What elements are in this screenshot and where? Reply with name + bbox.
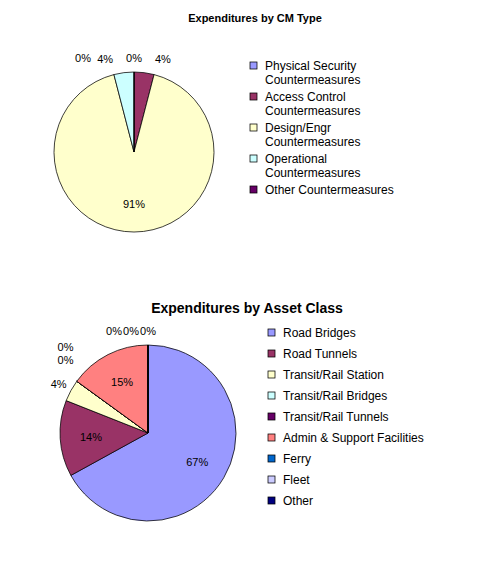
legend-line: Access Control: [265, 90, 346, 104]
legend: Physical SecurityCountermeasuresAccess C…: [250, 59, 394, 197]
legend-line: Other: [283, 494, 313, 508]
chart-title: Expenditures by CM Type: [188, 12, 322, 24]
legend-swatch: [250, 124, 257, 131]
pie-slice: [77, 345, 148, 433]
pie-slice: [148, 345, 149, 433]
data-label: 91%: [123, 198, 145, 210]
data-label: 0%: [123, 325, 139, 337]
data-label: 0%: [58, 341, 74, 353]
legend-label: Transit/Rail Station: [283, 368, 384, 382]
legend-label: Road Bridges: [283, 326, 356, 340]
pie-chart: Expenditures by CM Type 0% 4% 91% 4% 0% Physic…: [54, 12, 394, 232]
legend-swatch: [268, 329, 275, 336]
legend-label: Road Tunnels: [283, 347, 357, 361]
legend: Road Bridges Road Tunnels Transit/Rail Sta…: [268, 326, 424, 508]
legend-swatch: [268, 455, 275, 462]
legend-swatch: [268, 413, 275, 420]
pie-chart: Expenditures by Asset Class67%14%4%0%0%1…: [51, 300, 424, 521]
legend-line: Ferry: [283, 452, 311, 466]
slices: [60, 345, 236, 521]
pie-slice: [148, 345, 149, 433]
legend-swatch: [268, 350, 275, 357]
pie-slice: [71, 345, 236, 521]
legend-line: Countermeasures: [265, 73, 360, 87]
data-label: 4%: [97, 53, 113, 65]
data-label: 0%: [106, 325, 122, 337]
legend-swatch: [268, 371, 275, 378]
data-label: 0%: [140, 325, 156, 337]
legend-line: Physical Security: [265, 59, 356, 73]
data-label: 67%: [186, 456, 208, 468]
legend-label: Admin & Support Facilities: [283, 431, 424, 445]
data-label: 14%: [80, 431, 102, 443]
legend-label: OperationalCountermeasures: [265, 152, 360, 180]
legend-swatch: [250, 155, 257, 162]
chart-title: Expenditures by Asset Class: [151, 300, 343, 316]
pie-slice: [134, 72, 135, 152]
legend-label: Fleet: [283, 473, 310, 487]
legend-swatch: [268, 392, 275, 399]
legend-line: Fleet: [283, 473, 310, 487]
legend-line: Transit/Rail Tunnels: [283, 410, 389, 424]
data-labels: 67%14%4%0%0%15%0%0%0%: [51, 325, 209, 468]
data-labels: 0% 4% 91% 4% 0%: [75, 52, 171, 210]
legend-label: Transit/Rail Bridges: [283, 389, 387, 403]
legend-line: Countermeasures: [265, 135, 360, 149]
chart-canvas: Expenditures by CM Type 0% 4% 91% 4% 0% Physic…: [0, 0, 492, 571]
legend-line: Transit/Rail Station: [283, 368, 384, 382]
data-label: 0%: [75, 52, 91, 64]
legend-label: Access ControlCountermeasures: [265, 90, 360, 118]
pie-slice: [114, 72, 134, 152]
background: [0, 0, 492, 571]
legend-label: Ferry: [283, 452, 311, 466]
legend-swatch: [250, 93, 257, 100]
data-label: 0%: [126, 52, 142, 64]
legend-label: Physical SecurityCountermeasures: [265, 59, 360, 87]
legend-line: Road Bridges: [283, 326, 356, 340]
pie-slice: [148, 345, 149, 433]
pie-slice: [134, 72, 135, 152]
legend-line: Design/Engr: [265, 121, 331, 135]
legend-line: Countermeasures: [265, 104, 360, 118]
data-label: 0%: [58, 354, 74, 366]
legend-swatch: [250, 62, 257, 69]
legend-label: Other Countermeasures: [265, 183, 394, 197]
legend-swatch: [250, 186, 257, 193]
legend-swatch: [268, 434, 275, 441]
data-label: 4%: [155, 53, 171, 65]
legend-line: Countermeasures: [265, 166, 360, 180]
legend-line: Admin & Support Facilities: [283, 431, 424, 445]
data-label: 4%: [51, 378, 67, 390]
legend-label: Other: [283, 494, 313, 508]
legend-label: Design/EngrCountermeasures: [265, 121, 360, 149]
data-label: 15%: [111, 376, 133, 388]
legend-label: Transit/Rail Tunnels: [283, 410, 389, 424]
legend-line: Operational: [265, 152, 327, 166]
slices: [54, 72, 214, 232]
legend-swatch: [268, 497, 275, 504]
legend-line: Other Countermeasures: [265, 183, 394, 197]
legend-swatch: [268, 476, 275, 483]
legend-line: Transit/Rail Bridges: [283, 389, 387, 403]
legend-line: Road Tunnels: [283, 347, 357, 361]
